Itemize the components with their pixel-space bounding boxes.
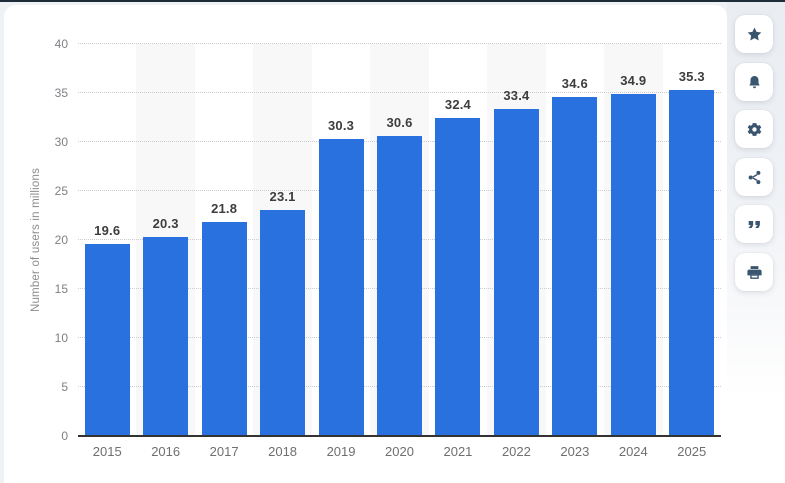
bar-2022 [493, 108, 539, 436]
y-tick-label: 40 [54, 37, 68, 51]
x-tick-label-2024: 2024 [618, 444, 648, 459]
x-tick-label-2022: 2022 [501, 444, 531, 459]
y-tick-label: 0 [61, 429, 68, 443]
y-tick-label: 10 [54, 331, 68, 345]
star-icon [746, 26, 763, 43]
bar-2016 [143, 237, 189, 436]
value-label-2016: 20.3 [152, 216, 179, 232]
quote-icon [746, 216, 763, 233]
x-tick-label-2019: 2019 [326, 444, 356, 459]
value-label-2020: 30.6 [386, 115, 413, 131]
value-label-2019: 30.3 [327, 118, 355, 134]
x-axis-line [78, 435, 721, 437]
y-tick-label: 30 [54, 135, 68, 149]
y-tick-label: 5 [61, 380, 68, 394]
share-icon [746, 169, 763, 186]
x-tick-label-2018: 2018 [268, 444, 298, 459]
bar-2017 [201, 222, 247, 436]
y-tick-label: 15 [54, 282, 68, 296]
bar-2020 [377, 136, 422, 436]
bell-icon [746, 74, 763, 91]
value-label-2015: 19.6 [94, 222, 121, 238]
x-tick-label-2015: 2015 [92, 444, 122, 459]
value-label-2021: 32.4 [444, 97, 471, 113]
value-label-2025: 35.3 [678, 69, 705, 85]
bar-2018 [260, 209, 306, 436]
x-tick-label-2021: 2021 [443, 444, 473, 459]
x-tick-label-2025: 2025 [677, 444, 707, 459]
value-label-2017: 21.8 [211, 201, 238, 217]
settings-button[interactable] [735, 110, 773, 148]
citation-button[interactable] [735, 205, 773, 243]
value-label-2022: 33.4 [503, 87, 530, 103]
value-label-2018: 23.1 [269, 188, 296, 204]
y-tick-label: 20 [54, 233, 68, 247]
gridline-35 [78, 92, 721, 93]
x-tick-label-2017: 2017 [209, 444, 239, 459]
x-tick-label-2016: 2016 [151, 444, 181, 459]
printer-icon [746, 264, 763, 281]
favorite-button[interactable] [735, 15, 773, 53]
x-tick-label-2023: 2023 [560, 444, 590, 459]
value-label-2023: 34.6 [561, 75, 588, 91]
bar-2015 [84, 243, 130, 436]
bar-2021 [435, 118, 481, 436]
print-button[interactable] [735, 253, 773, 291]
top-border [0, 0, 785, 2]
y-tick-label: 35 [54, 86, 68, 100]
gridline-40 [78, 43, 721, 44]
alerts-button[interactable] [735, 63, 773, 101]
bar-2023 [552, 96, 598, 436]
x-tick-label-2020: 2020 [385, 444, 414, 459]
y-tick-label: 25 [54, 184, 68, 198]
gear-icon [746, 121, 763, 138]
value-label-2024: 34.9 [620, 72, 647, 88]
bar-2025 [669, 90, 715, 436]
share-button[interactable] [735, 158, 773, 196]
bar-2024 [610, 93, 656, 436]
bar-2019 [318, 139, 364, 436]
